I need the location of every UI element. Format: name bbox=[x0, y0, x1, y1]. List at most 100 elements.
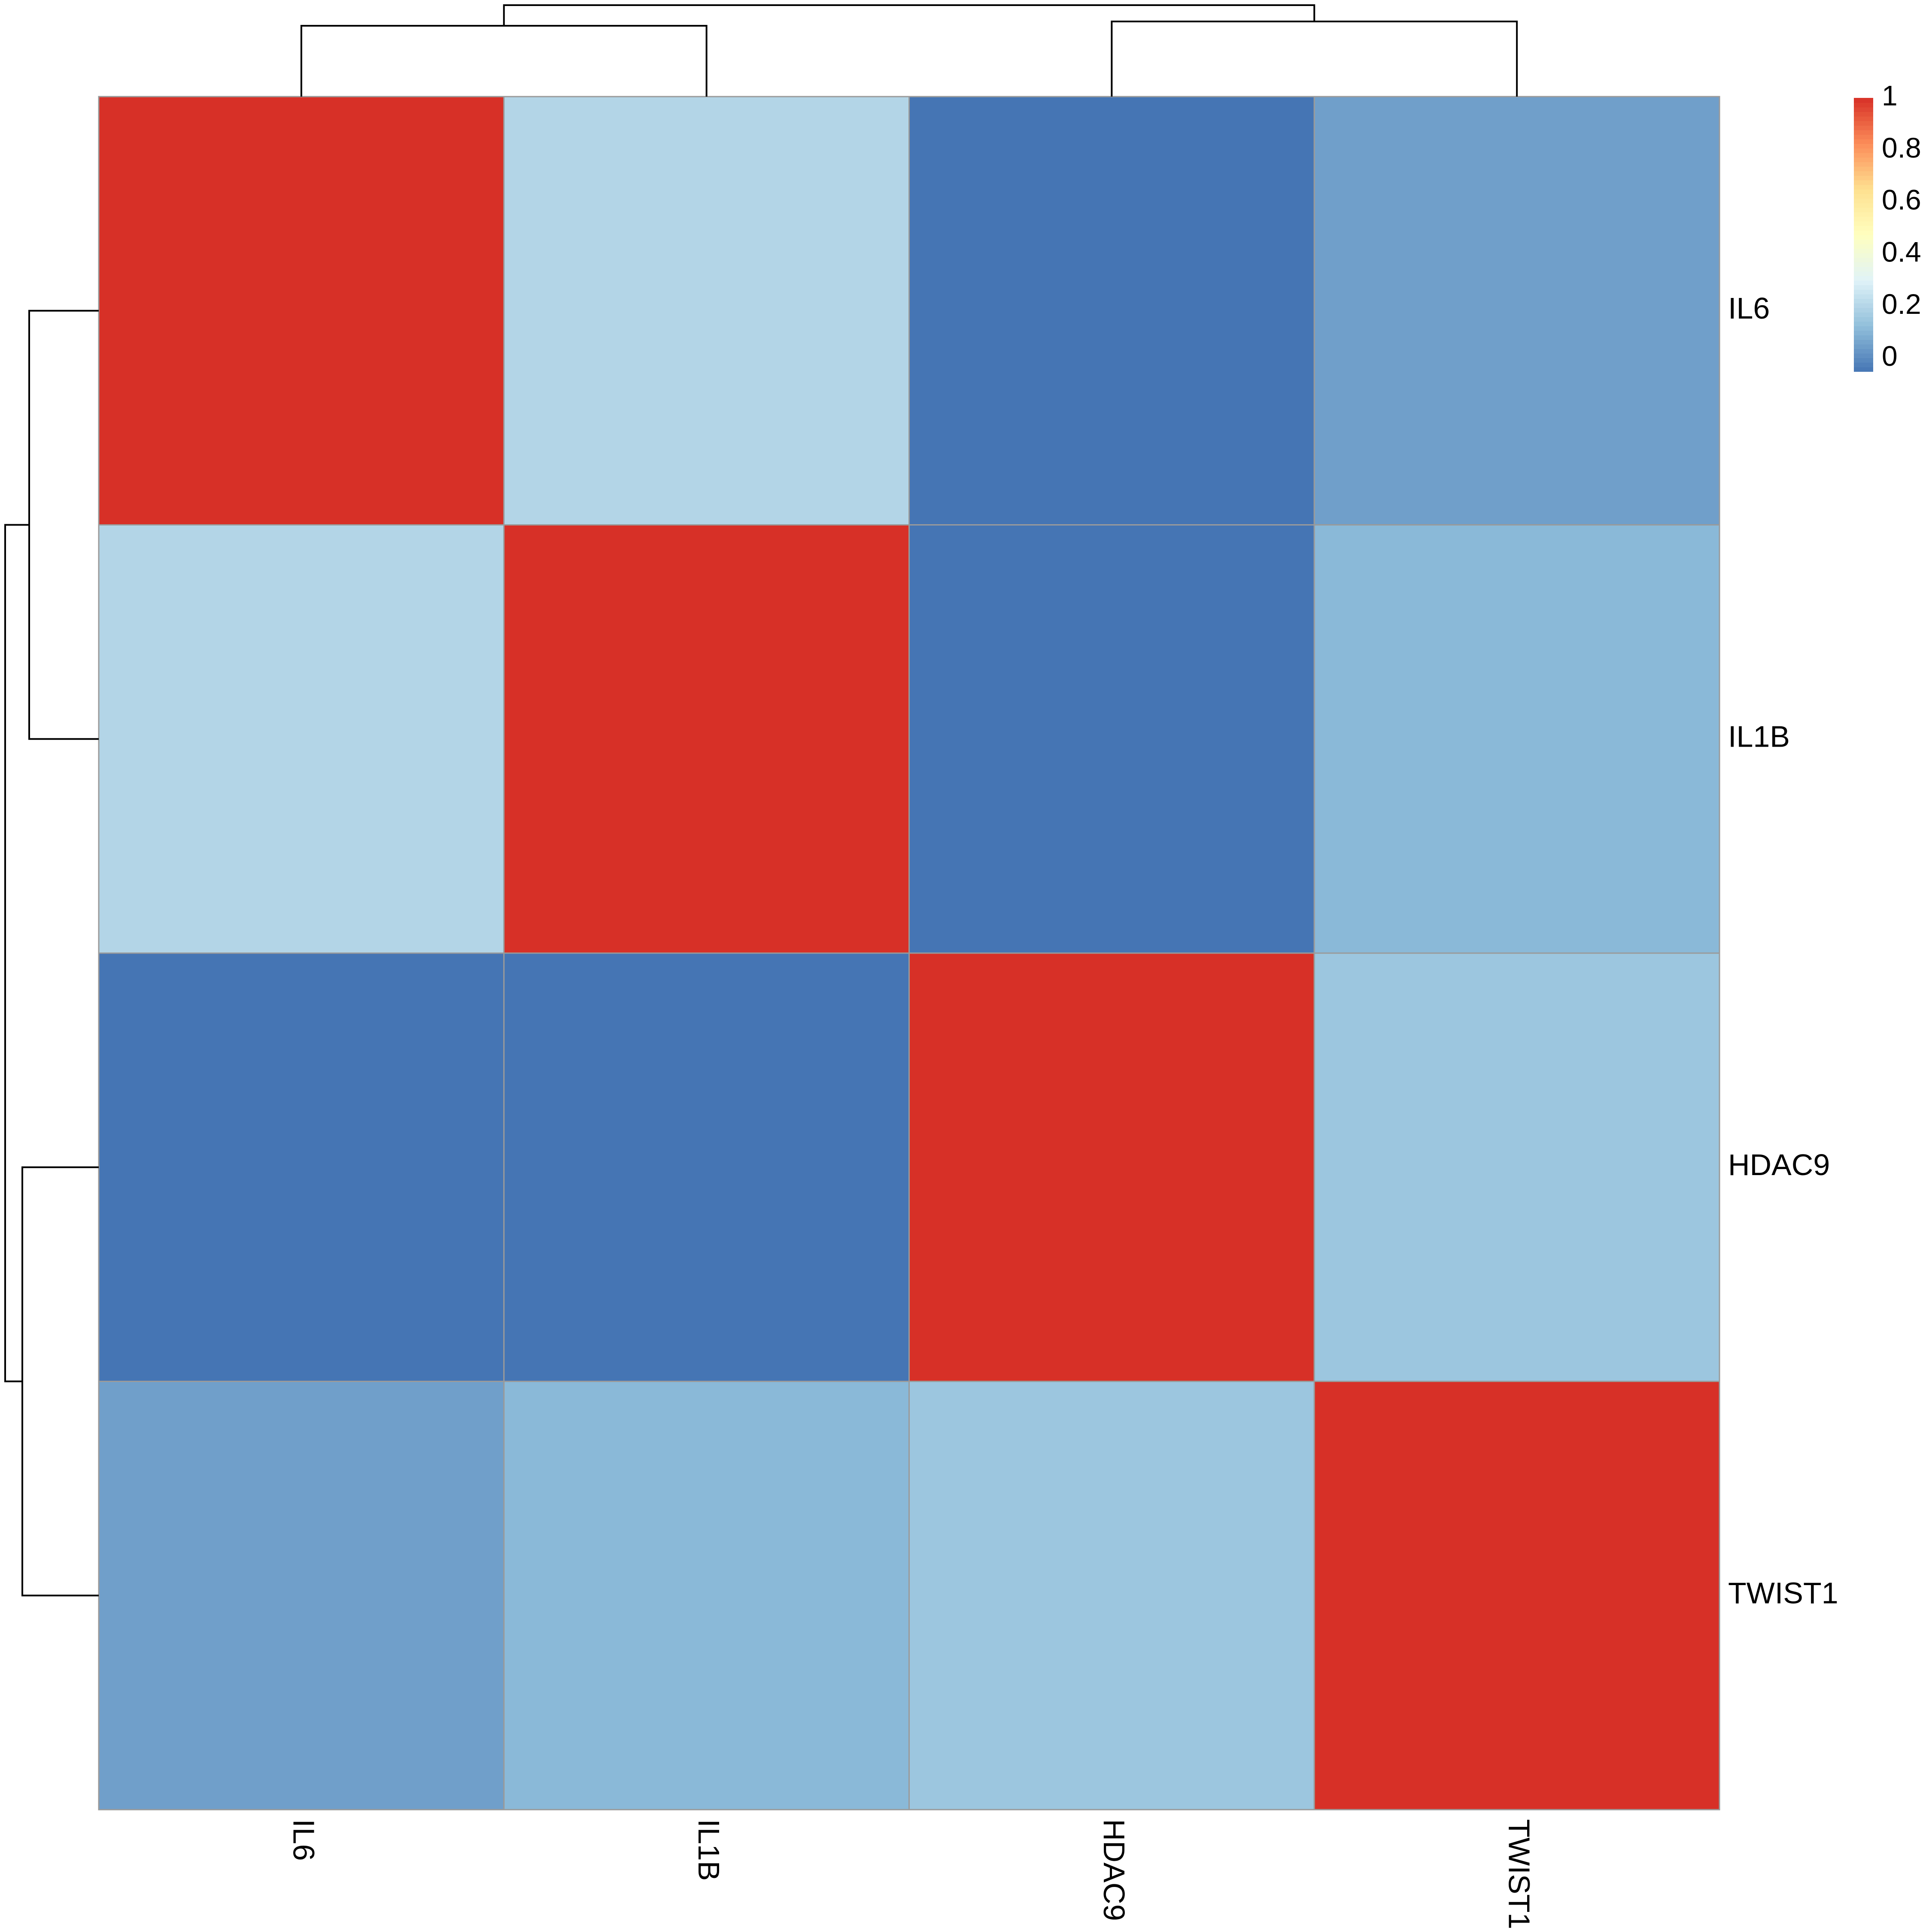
legend-color-step bbox=[1854, 243, 1873, 249]
legend-tick-label: 1 bbox=[1882, 79, 1898, 111]
row-dendrogram-branch-bottom bbox=[21, 1166, 99, 1597]
legend-color-step bbox=[1854, 216, 1873, 222]
legend-color-step bbox=[1854, 175, 1873, 181]
column-label-hdac9: HDAC9 bbox=[1097, 1819, 1131, 1921]
legend-color-step bbox=[1854, 325, 1873, 331]
row-dendrogram bbox=[4, 310, 99, 1597]
legend-color-step bbox=[1854, 252, 1873, 258]
row-dendrogram-root bbox=[4, 524, 29, 1382]
legend-tick-label: 0.4 bbox=[1882, 236, 1921, 267]
legend-color-step bbox=[1854, 212, 1873, 217]
legend-color-step bbox=[1854, 170, 1873, 176]
heatmap-cell-il1b-hdac9 bbox=[908, 524, 1315, 954]
legend-color-step bbox=[1854, 189, 1873, 194]
heatmap-cell-twist1-il6 bbox=[98, 1381, 505, 1810]
heatmap-cells bbox=[98, 96, 1720, 1810]
legend-tick-label: 0.2 bbox=[1882, 288, 1921, 320]
row-label-il6: IL6 bbox=[1728, 292, 1770, 325]
legend-color-step bbox=[1854, 134, 1873, 140]
legend-color-step bbox=[1854, 362, 1873, 368]
legend-color-step bbox=[1854, 125, 1873, 131]
color-legend: 0 0.2 0.4 0.6 0.8 1 bbox=[1854, 79, 1921, 372]
legend-color-step bbox=[1854, 230, 1873, 235]
heatmap-cell-twist1-il1b bbox=[503, 1381, 910, 1810]
legend-color-step bbox=[1854, 353, 1873, 358]
legend-color-step bbox=[1854, 257, 1873, 263]
legend-color-step bbox=[1854, 316, 1873, 322]
legend-color-step bbox=[1854, 161, 1873, 167]
legend-color-step bbox=[1854, 139, 1873, 144]
legend-color-step bbox=[1854, 221, 1873, 226]
col-dendrogram-root bbox=[503, 4, 1315, 26]
heatmap-cell-twist1-twist1 bbox=[1313, 1381, 1720, 1810]
legend-color-step bbox=[1854, 107, 1873, 112]
legend-color-step bbox=[1854, 234, 1873, 240]
heatmap-cell-hdac9-twist1 bbox=[1313, 952, 1720, 1382]
legend-color-step bbox=[1854, 271, 1873, 276]
legend-color-step bbox=[1854, 248, 1873, 253]
legend-color-step bbox=[1854, 303, 1873, 308]
heatmap-cell-hdac9-il1b bbox=[503, 952, 910, 1382]
heatmap-cell-twist1-hdac9 bbox=[908, 1381, 1315, 1810]
legend-color-step bbox=[1854, 348, 1873, 354]
legend-color-step bbox=[1854, 184, 1873, 190]
legend-color-step bbox=[1854, 312, 1873, 317]
legend-color-step bbox=[1854, 98, 1873, 103]
legend-color-step bbox=[1854, 321, 1873, 326]
row-label-il1b: IL1B bbox=[1728, 720, 1790, 753]
legend-color-step bbox=[1854, 198, 1873, 204]
legend-color-step bbox=[1854, 180, 1873, 185]
legend-color-step bbox=[1854, 239, 1873, 244]
legend-color-step bbox=[1854, 166, 1873, 171]
column-labels: IL6 IL1B HDAC9 TWIST1 bbox=[287, 1819, 1536, 1929]
legend-color-step bbox=[1854, 330, 1873, 336]
heatmap-cell-il6-il1b bbox=[503, 96, 910, 526]
legend-tick-label: 0.6 bbox=[1882, 184, 1921, 216]
heatmap-cell-il1b-twist1 bbox=[1313, 524, 1720, 954]
legend-color-step bbox=[1854, 143, 1873, 149]
legend-color-step bbox=[1854, 111, 1873, 117]
legend-color-step bbox=[1854, 130, 1873, 135]
row-label-twist1: TWIST1 bbox=[1728, 1577, 1838, 1610]
legend-color-step bbox=[1854, 266, 1873, 272]
heatmap-cell-hdac9-hdac9 bbox=[908, 952, 1315, 1382]
column-label-il6: IL6 bbox=[287, 1819, 320, 1861]
legend-color-step bbox=[1854, 358, 1873, 363]
column-label-twist1: TWIST1 bbox=[1503, 1819, 1536, 1929]
legend-color-step bbox=[1854, 152, 1873, 158]
heatmap-cell-il6-il6 bbox=[98, 96, 505, 526]
row-labels: IL6 IL1B HDAC9 TWIST1 bbox=[1728, 292, 1838, 1610]
legend-color-step bbox=[1854, 148, 1873, 153]
row-dendrogram-branch-top bbox=[28, 310, 99, 740]
legend-color-step bbox=[1854, 289, 1873, 295]
heatmap-cell-il1b-il6 bbox=[98, 524, 505, 954]
heatmap-cell-hdac9-il6 bbox=[98, 952, 505, 1382]
heatmap-cell-il6-hdac9 bbox=[908, 96, 1315, 526]
legend-color-step bbox=[1854, 157, 1873, 162]
legend-color-step bbox=[1854, 121, 1873, 126]
row-label-hdac9: HDAC9 bbox=[1728, 1148, 1830, 1182]
legend-color-step bbox=[1854, 102, 1873, 108]
legend-color-step bbox=[1854, 298, 1873, 304]
legend-color-step bbox=[1854, 262, 1873, 267]
col-dendrogram-branch-left bbox=[300, 25, 708, 97]
legend-color-step bbox=[1854, 367, 1873, 372]
heatmap-cell-il6-twist1 bbox=[1313, 96, 1720, 526]
legend-color-step bbox=[1854, 193, 1873, 199]
legend-tick-label: 0 bbox=[1882, 340, 1898, 372]
legend-color-step bbox=[1854, 335, 1873, 340]
column-label-il1b: IL1B bbox=[692, 1819, 726, 1881]
legend-color-step bbox=[1854, 285, 1873, 290]
legend-color-step bbox=[1854, 116, 1873, 122]
legend-color-step bbox=[1854, 294, 1873, 299]
legend-color-step bbox=[1854, 203, 1873, 208]
col-dendrogram-branch-right bbox=[1111, 21, 1518, 97]
legend-color-step bbox=[1854, 344, 1873, 349]
legend-color-step bbox=[1854, 207, 1873, 213]
legend-color-step bbox=[1854, 276, 1873, 281]
legend-color-step bbox=[1854, 225, 1873, 231]
legend-color-step bbox=[1854, 280, 1873, 286]
legend-tick-label: 0.8 bbox=[1882, 132, 1921, 164]
legend-color-step bbox=[1854, 339, 1873, 345]
